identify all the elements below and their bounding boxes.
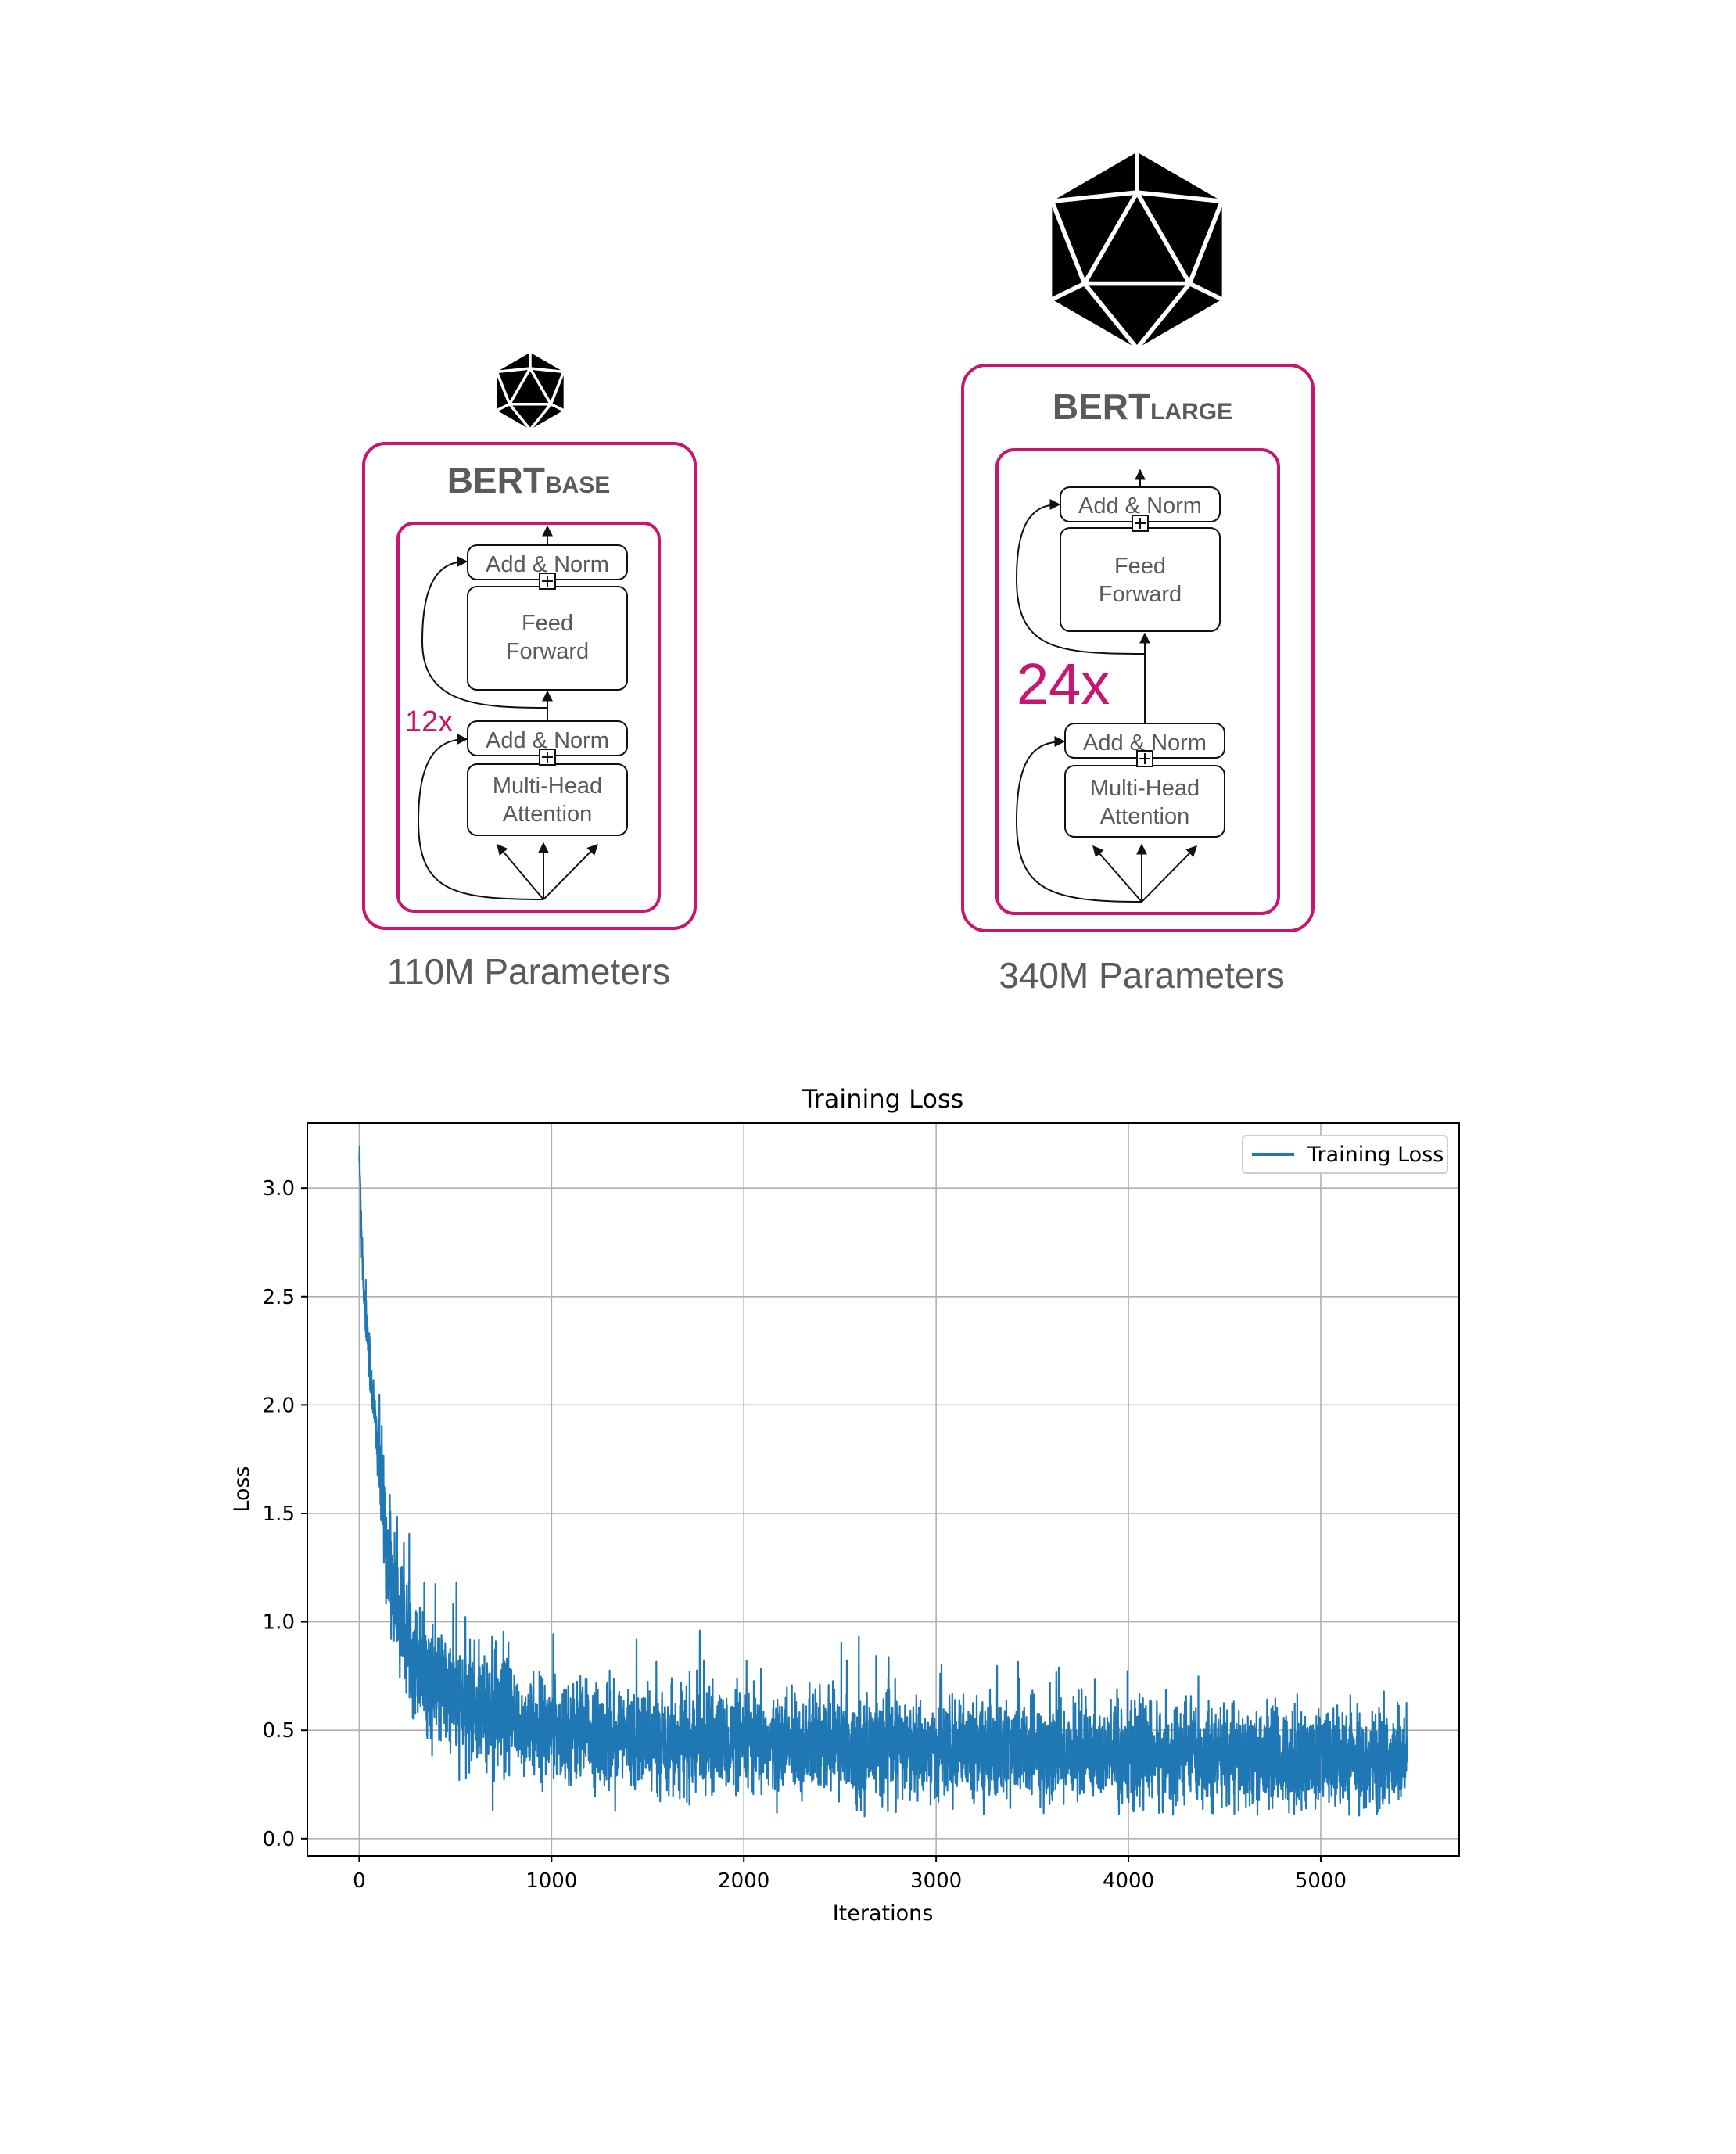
- bert-large-inner-box: [995, 448, 1280, 915]
- training-loss-line: [358, 1145, 1408, 1818]
- y-tick-label: 1.5: [263, 1502, 295, 1526]
- y-tick-label: 2.0: [263, 1394, 295, 1417]
- bert-large-title: BERTLARGE: [1053, 386, 1232, 427]
- x-tick-label: 3000: [910, 1869, 962, 1893]
- icosahedron-icon: [495, 352, 565, 431]
- bert-large-diagram: BERTLARGE Add & Norm Feed Forward 24x Ad…: [961, 152, 1315, 996]
- base-feed-forward-line1: Feed: [522, 611, 573, 636]
- large-feed-forward-box: [1060, 527, 1221, 632]
- large-add-norm-top-label: Add & Norm: [1078, 494, 1202, 519]
- y-axis-label: Loss: [230, 1466, 254, 1512]
- x-tick-label: 4000: [1103, 1869, 1154, 1893]
- large-repeat-label: 24x: [1017, 652, 1110, 716]
- bert-large-outer-box: [961, 364, 1315, 932]
- y-tick-label: 0.0: [263, 1828, 295, 1851]
- bert-base-params: 110M Parameters: [387, 951, 670, 992]
- base-multi-head-line2: Attention: [503, 802, 592, 827]
- base-feed-forward-line2: Forward: [506, 639, 589, 664]
- x-tick-label: 0: [353, 1869, 366, 1893]
- large-multi-head-line1: Multi-Head: [1090, 776, 1200, 801]
- legend-label: Training Loss: [1307, 1143, 1444, 1167]
- chart-series: [358, 1145, 1408, 1818]
- icosahedron-icon: [1049, 152, 1225, 350]
- x-tick-label: 5000: [1295, 1869, 1347, 1893]
- bert-base-title: BERTBASE: [447, 460, 611, 501]
- bert-base-inner-box: [396, 522, 661, 913]
- base-multi-head-line1: Multi-Head: [493, 774, 602, 799]
- y-tick-label: 2.5: [263, 1286, 295, 1309]
- x-tick-label: 2000: [718, 1869, 769, 1893]
- x-axis-label: Iterations: [833, 1901, 934, 1926]
- large-multi-head-line2: Attention: [1100, 804, 1189, 829]
- x-tick-label: 1000: [525, 1869, 577, 1893]
- legend-box: [1242, 1135, 1448, 1174]
- chart-title: Training Loss: [802, 1084, 964, 1114]
- base-feed-forward-box: [467, 586, 628, 691]
- large-feed-forward-line1: Feed: [1114, 554, 1166, 579]
- chart-legend: Training Loss: [1242, 1135, 1448, 1174]
- bert-large-params: 340M Parameters: [999, 955, 1285, 996]
- training-loss-chart: Training Loss 0 1000 2000 3000 4000 5000 0.0 0.…: [230, 1084, 1460, 1926]
- bert-base-outer-box: [362, 442, 697, 930]
- base-repeat-label: 12x: [405, 705, 453, 738]
- bert-base-diagram: BERTBASE Add & Norm Feed Forward 12x Add…: [362, 352, 697, 992]
- chart-ticks: 0 1000 2000 3000 4000 5000 0.0 0.5 1.0 1.5 2.0 2.5 3…: [263, 1177, 1347, 1893]
- large-feed-forward-line2: Forward: [1099, 582, 1182, 607]
- y-tick-label: 0.5: [263, 1719, 295, 1743]
- y-tick-label: 3.0: [263, 1177, 295, 1201]
- y-tick-label: 1.0: [263, 1611, 295, 1635]
- plot-frame: [307, 1122, 1460, 1857]
